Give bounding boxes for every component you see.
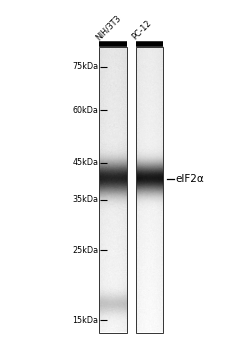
Text: NIH/3T3: NIH/3T3 — [93, 13, 122, 42]
Text: 25kDa: 25kDa — [72, 246, 98, 255]
Bar — [135, 47, 163, 332]
Text: 60kDa: 60kDa — [72, 106, 98, 115]
Text: 75kDa: 75kDa — [72, 62, 98, 71]
Text: eIF2α: eIF2α — [175, 174, 203, 183]
Text: PC-12: PC-12 — [130, 19, 153, 42]
Text: 15kDa: 15kDa — [72, 316, 98, 325]
Bar — [98, 47, 126, 332]
Text: 35kDa: 35kDa — [72, 195, 98, 204]
Text: 45kDa: 45kDa — [72, 158, 98, 167]
